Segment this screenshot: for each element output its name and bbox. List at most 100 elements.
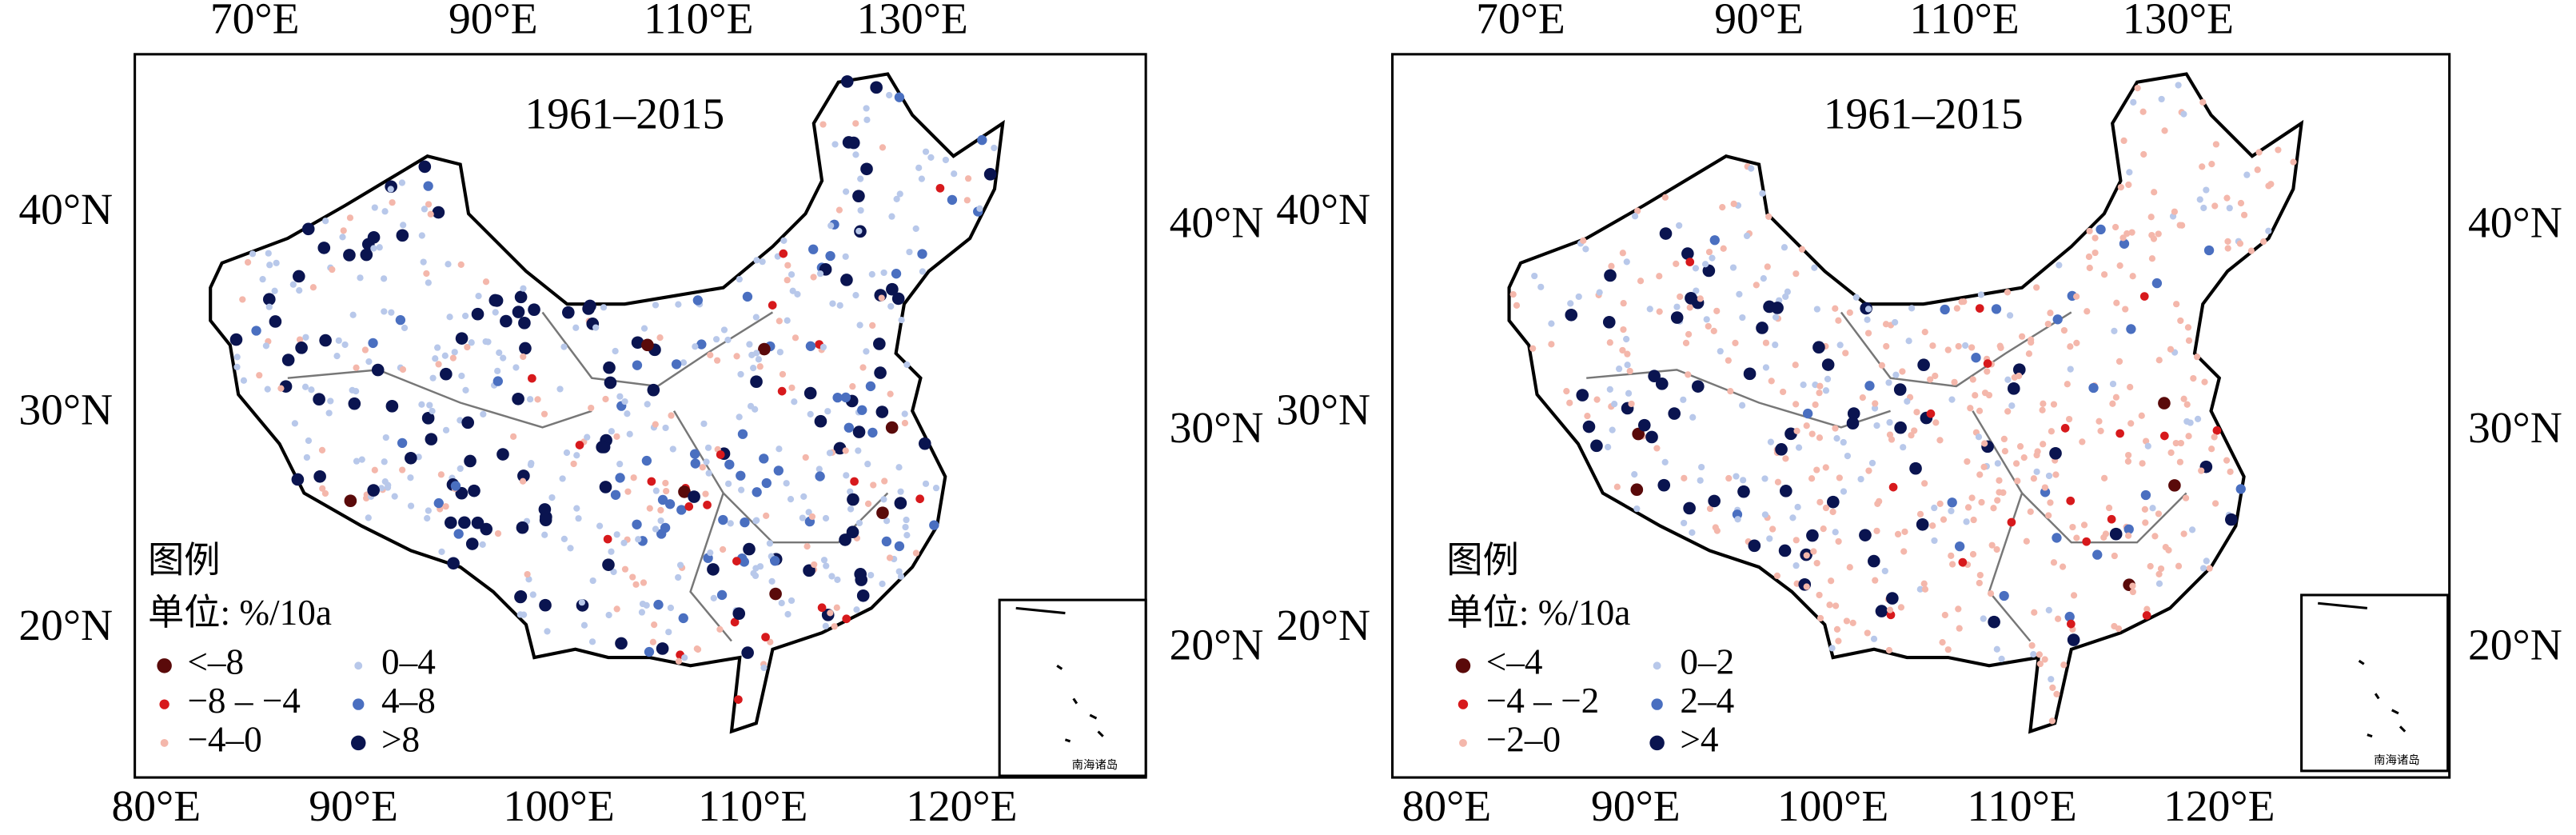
station-dot <box>1584 413 1591 420</box>
station-dot <box>434 344 441 351</box>
station-dot <box>1613 483 1621 490</box>
station-dot <box>2048 676 2055 683</box>
station-dot <box>432 355 439 362</box>
station-dot <box>761 477 772 489</box>
right-tick-label: 30°N <box>1170 404 1264 453</box>
station-dot <box>816 270 824 278</box>
station-dot <box>783 480 790 487</box>
station-dot <box>2070 592 2078 599</box>
station-dot <box>1762 364 1770 371</box>
station-dot <box>2027 508 2034 515</box>
station-dot <box>1576 389 1589 402</box>
legend-heading: 图例 <box>1446 540 1518 580</box>
station-dot <box>2092 549 2103 560</box>
station-dot <box>2066 496 2076 505</box>
top-tick-label: 70°E <box>1476 0 1565 43</box>
station-dot <box>635 536 642 543</box>
station-dot <box>2123 524 2134 534</box>
station-dot <box>610 489 621 500</box>
station-dot <box>2200 204 2207 212</box>
station-dot <box>596 441 608 453</box>
station-dot <box>465 537 479 550</box>
station-dot <box>339 234 346 241</box>
station-dot <box>1816 498 1824 505</box>
station-dot <box>2158 95 2165 103</box>
station-dot <box>750 365 757 372</box>
bottom-tick-label: 90°E <box>1591 782 1681 831</box>
station-dot <box>692 343 699 350</box>
station-dot <box>1836 474 1843 481</box>
station-dot <box>340 227 347 234</box>
station-dot <box>1908 432 1915 439</box>
station-dot <box>802 453 809 461</box>
station-dot <box>720 326 728 334</box>
station-dot <box>784 610 792 618</box>
station-dot <box>1605 443 1612 451</box>
station-dot <box>2033 468 2040 475</box>
station-dot <box>458 516 471 529</box>
legend-marker <box>1651 698 1663 710</box>
station-dot <box>804 386 817 400</box>
top-tick-label: 90°E <box>1714 0 1804 43</box>
station-dot <box>1768 378 1775 385</box>
station-dot <box>657 506 664 514</box>
station-dot <box>365 514 372 521</box>
station-dot <box>932 485 940 492</box>
station-dot <box>876 506 889 520</box>
station-dot <box>1775 443 1788 456</box>
station-dot <box>1852 294 1860 301</box>
station-dot <box>1623 258 1630 266</box>
station-dot <box>573 505 580 512</box>
station-dot <box>678 485 691 498</box>
station-dot <box>343 249 356 262</box>
inset-islands <box>2318 601 2407 738</box>
station-dot <box>2148 255 2156 262</box>
station-dot <box>1892 318 1899 326</box>
station-dot <box>880 496 887 503</box>
station-dot <box>836 302 843 309</box>
station-dot <box>1872 400 1879 407</box>
station-dot <box>2224 245 2231 252</box>
station-dot <box>942 156 950 164</box>
station-dot <box>1932 372 1939 380</box>
station-dot <box>1968 344 1976 351</box>
station-dot <box>2012 460 2020 467</box>
station-dot <box>1816 390 1823 397</box>
station-dot <box>780 237 788 244</box>
station-dot <box>1864 316 1871 323</box>
station-dot <box>2223 194 2231 202</box>
station-dot <box>613 433 620 440</box>
station-dot <box>588 404 595 412</box>
station-dot <box>1958 298 1965 306</box>
station-dot <box>696 339 707 350</box>
station-dot <box>1693 287 1700 294</box>
station-dot <box>1894 530 1902 538</box>
station-dot <box>544 628 551 635</box>
station-dot <box>641 338 654 352</box>
station-dot <box>2158 397 2171 410</box>
station-dot <box>684 502 694 511</box>
station-dot <box>233 354 241 361</box>
station-dot <box>828 573 835 580</box>
station-dot <box>1713 307 1721 314</box>
station-dot <box>2069 523 2076 531</box>
station-dot <box>468 484 481 497</box>
station-dot <box>2105 504 2113 512</box>
station-dot <box>1820 525 1827 533</box>
left-tick-label: 20°N <box>1276 601 1370 650</box>
station-dot <box>1625 390 1633 397</box>
station-dot <box>407 474 414 481</box>
station-dot <box>1648 370 1661 383</box>
station-dot <box>1864 629 1871 637</box>
station-dot <box>440 367 453 381</box>
station-dot <box>867 427 878 438</box>
station-dot <box>1936 437 1944 444</box>
station-dot <box>1753 282 1760 289</box>
station-dot <box>777 386 787 396</box>
station-dot <box>251 326 261 336</box>
station-dot <box>763 512 770 520</box>
station-dot <box>895 568 903 575</box>
station-dot <box>2111 552 2118 560</box>
station-dot <box>1826 601 1833 609</box>
station-dot <box>1631 213 1639 220</box>
